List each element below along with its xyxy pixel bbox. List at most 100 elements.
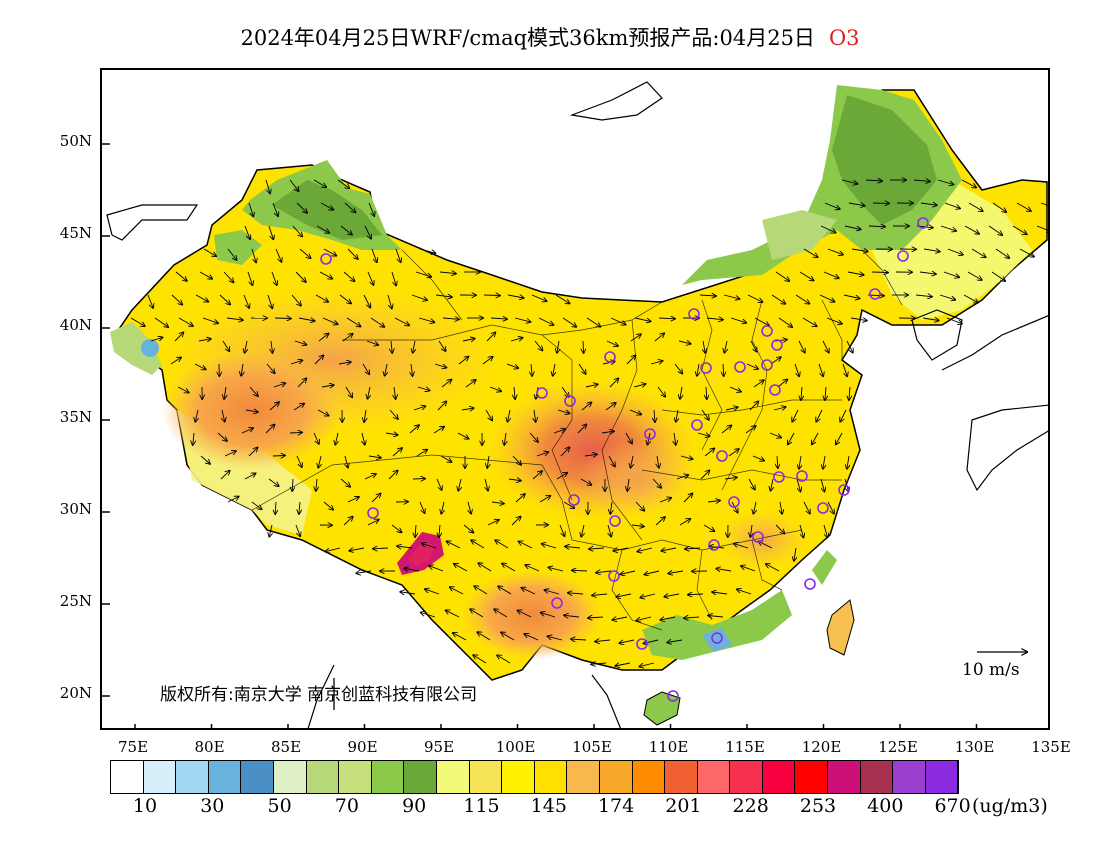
title-species: O3 [828, 26, 860, 50]
lon-tick-label: 90E [347, 738, 378, 756]
station-marker [564, 395, 576, 407]
lon-tick-label: 80E [194, 738, 225, 756]
station-marker [752, 531, 764, 543]
taiwan-island [826, 599, 855, 656]
legend-value-label: 253 [799, 795, 837, 817]
legend-color-swatch [762, 761, 796, 793]
legend-color-swatch [860, 761, 894, 793]
station-marker [769, 384, 781, 396]
title-main: 2024年04月25日WRF/cmaq模式36km预报产品:04月25日 [240, 26, 815, 50]
station-marker [644, 428, 656, 440]
legend-color-swatch [795, 761, 829, 793]
legend-color-swatch [632, 761, 666, 793]
legend-color-swatch [502, 761, 535, 793]
legend-color-swatch [828, 761, 861, 793]
map-frame [100, 68, 1050, 730]
station-marker [771, 339, 783, 351]
hainan-island [643, 691, 681, 726]
station-marker [536, 387, 548, 399]
legend-value-label: 400 [867, 795, 904, 817]
legend-value-label: 201 [665, 795, 702, 817]
legend-color-swatch [665, 761, 698, 793]
station-marker [367, 507, 379, 519]
station-marker [688, 308, 700, 320]
wind-vectors [130, 180, 1048, 667]
legend-value-label: 50 [267, 795, 292, 817]
copyright-notice: 版权所有:南京大学 南京创蓝科技有限公司 [160, 685, 478, 705]
station-marker [716, 450, 728, 462]
legend-value-label: 90 [402, 795, 427, 817]
station-marker [869, 288, 881, 300]
wind-reference-label: 10 m/s [962, 660, 1020, 680]
legend-color-swatch [111, 761, 144, 793]
station-marker [320, 253, 332, 265]
legend-value-label: 30 [200, 795, 225, 817]
legend-color-swatch [371, 761, 405, 793]
lat-tick-label: 30N [59, 500, 92, 518]
lon-tick-label: 75E [117, 738, 149, 756]
legend-value-label: 174 [597, 795, 635, 817]
lon-tick-label: 135E [1031, 738, 1071, 756]
station-marker [773, 471, 785, 483]
green-south [642, 590, 792, 660]
legend-value-label: 70 [334, 795, 359, 817]
legend-value-label: 145 [530, 795, 567, 817]
legend-color-swatch [893, 761, 926, 793]
lat-tick-label: 45N [59, 224, 92, 242]
legend-value-label: 115 [463, 795, 500, 817]
station-marker [708, 539, 720, 551]
station-marker [636, 638, 648, 650]
legend-color-swatch [730, 761, 763, 793]
lon-tick-label: 95E [423, 738, 455, 756]
legend-color-swatch [404, 761, 437, 793]
legend-value-label: 670 [934, 795, 971, 817]
station-marker [897, 250, 909, 262]
lon-tick-label: 100E [495, 738, 536, 756]
lon-tick-label: 125E [878, 738, 918, 756]
legend-color-swatch [469, 761, 503, 793]
lat-tick-label: 20N [59, 684, 92, 702]
station-marker [817, 502, 829, 514]
station-marker [761, 325, 773, 337]
legend-unit: (ug/m3) [972, 795, 1048, 817]
station-marker [700, 362, 712, 374]
lon-tick-label: 115E [725, 738, 765, 756]
legend-color-swatch [599, 761, 633, 793]
legend-value-label: 10 [132, 795, 158, 817]
legend-color-swatch [697, 761, 731, 793]
legend-value-label: 228 [732, 795, 769, 817]
legend-color-swatch [339, 761, 372, 793]
station-markers [320, 217, 929, 702]
station-marker [604, 351, 616, 363]
lon-tick-label: 130E [954, 738, 995, 756]
lon-tick-label: 105E [572, 738, 612, 756]
legend-color-swatch [241, 761, 274, 793]
station-marker [917, 217, 929, 229]
station-marker [551, 597, 563, 609]
station-marker [761, 359, 773, 371]
station-marker [609, 515, 621, 527]
station-marker [796, 470, 808, 482]
legend-color-swatch [176, 761, 209, 793]
legend-color-swatch [567, 761, 600, 793]
lon-tick-label: 120E [801, 738, 842, 756]
legend-color-swatch [208, 761, 242, 793]
legend-color-swatch [143, 761, 177, 793]
lat-tick-label: 50N [59, 132, 92, 150]
station-marker [728, 496, 740, 508]
lat-tick-label: 35N [59, 408, 92, 426]
lat-tick-label: 40N [59, 316, 92, 334]
lon-tick-label: 85E [270, 738, 302, 756]
station-marker [608, 570, 620, 582]
forecast-map [102, 81, 1048, 728]
station-marker [691, 419, 703, 431]
legend-color-swatch [306, 761, 340, 793]
legend-color-swatch [925, 761, 959, 793]
legend-color-swatch [273, 761, 307, 793]
station-marker [667, 690, 679, 702]
map-title: 2024年04月25日WRF/cmaq模式36km预报产品:04月25日 O3 [0, 22, 1100, 52]
station-marker [838, 484, 850, 496]
station-marker [568, 494, 580, 506]
station-marker [711, 632, 723, 644]
legend-color-swatch [436, 761, 470, 793]
